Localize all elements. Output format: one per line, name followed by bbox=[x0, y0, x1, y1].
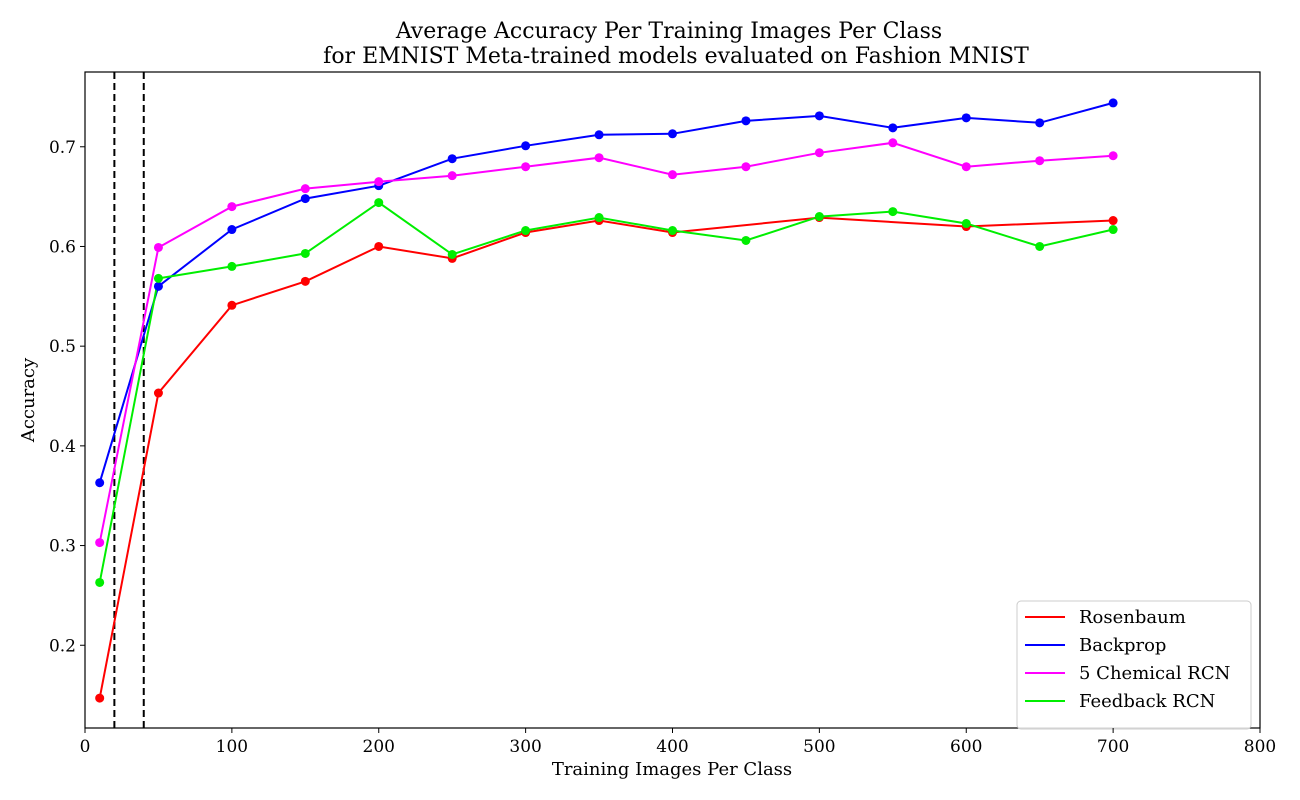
data-point bbox=[153, 242, 163, 252]
data-point bbox=[153, 388, 163, 398]
y-tick-label: 0.7 bbox=[49, 138, 76, 158]
data-point bbox=[961, 219, 971, 229]
series-line bbox=[98, 216, 1114, 699]
data-point bbox=[888, 123, 898, 133]
legend-label: Rosenbaum bbox=[1079, 607, 1186, 628]
chart-title-line-2: for EMNIST Meta-trained models evaluated… bbox=[323, 44, 1029, 69]
x-tick-label: 400 bbox=[656, 737, 688, 757]
data-point bbox=[594, 130, 604, 140]
y-tick-label: 0.5 bbox=[49, 337, 76, 357]
x-tick-label: 100 bbox=[216, 737, 248, 757]
x-tick-label: 0 bbox=[80, 737, 91, 757]
chart-title-line-1: Average Accuracy Per Training Images Per… bbox=[395, 19, 942, 44]
data-point bbox=[741, 116, 751, 126]
data-point bbox=[227, 202, 237, 212]
legend-label: Feedback RCN bbox=[1079, 691, 1215, 712]
data-point bbox=[1108, 216, 1118, 226]
data-point bbox=[1108, 98, 1118, 108]
x-tick-label: 800 bbox=[1244, 737, 1276, 757]
y-axis-label: Accuracy bbox=[18, 357, 39, 443]
data-point bbox=[447, 154, 457, 164]
data-point bbox=[95, 478, 105, 488]
data-point bbox=[741, 235, 751, 245]
data-point bbox=[888, 207, 898, 217]
data-point bbox=[521, 226, 531, 236]
data-point bbox=[1035, 118, 1045, 128]
data-point bbox=[95, 577, 105, 587]
data-point bbox=[227, 225, 237, 235]
data-point bbox=[447, 249, 457, 259]
x-tick-label: 700 bbox=[1097, 737, 1129, 757]
legend-box bbox=[1016, 600, 1252, 730]
data-point bbox=[594, 213, 604, 223]
data-point bbox=[300, 276, 310, 286]
y-tick-label: 0.4 bbox=[49, 437, 76, 457]
legend-label: Backprop bbox=[1079, 635, 1166, 656]
data-point bbox=[153, 281, 163, 291]
y-tick-label: 0.3 bbox=[49, 537, 76, 557]
plot-area bbox=[95, 72, 1118, 728]
x-tick-label: 300 bbox=[509, 737, 541, 757]
series-line bbox=[98, 141, 1114, 543]
legend-label: 5 Chemical RCN bbox=[1079, 663, 1230, 684]
data-point bbox=[153, 273, 163, 283]
y-tick-label: 0.6 bbox=[49, 237, 76, 257]
data-point bbox=[814, 148, 824, 158]
data-point bbox=[668, 226, 677, 236]
data-point bbox=[888, 138, 898, 148]
data-point bbox=[374, 177, 384, 187]
x-axis-label: Training Images Per Class bbox=[552, 759, 792, 780]
x-tick-label: 500 bbox=[803, 737, 835, 757]
data-point bbox=[95, 693, 105, 703]
data-point bbox=[1035, 156, 1045, 166]
x-tick-label: 600 bbox=[950, 737, 982, 757]
data-point bbox=[594, 153, 604, 163]
data-point bbox=[521, 162, 531, 172]
data-point bbox=[227, 261, 237, 271]
data-point bbox=[814, 212, 824, 222]
data-point bbox=[374, 198, 384, 208]
data-point bbox=[447, 171, 457, 181]
data-point bbox=[300, 194, 310, 204]
series-line bbox=[98, 201, 1114, 583]
data-point bbox=[521, 141, 531, 151]
data-point bbox=[741, 162, 751, 172]
data-point bbox=[1035, 241, 1045, 251]
legend: Rosenbaum Backprop 5 Chemical RCN Feedback … bbox=[1016, 600, 1252, 730]
x-tick-label: 200 bbox=[363, 737, 395, 757]
data-point bbox=[227, 300, 237, 310]
data-point bbox=[374, 241, 384, 251]
data-point bbox=[814, 111, 824, 121]
data-point bbox=[1108, 225, 1118, 235]
data-point bbox=[961, 162, 971, 172]
data-point bbox=[1108, 151, 1118, 161]
data-point bbox=[95, 538, 105, 548]
data-point bbox=[668, 129, 677, 139]
data-point bbox=[668, 170, 677, 180]
data-point bbox=[300, 184, 310, 194]
data-point bbox=[300, 248, 310, 258]
y-tick-label: 0.2 bbox=[49, 636, 76, 656]
data-point bbox=[961, 113, 971, 123]
